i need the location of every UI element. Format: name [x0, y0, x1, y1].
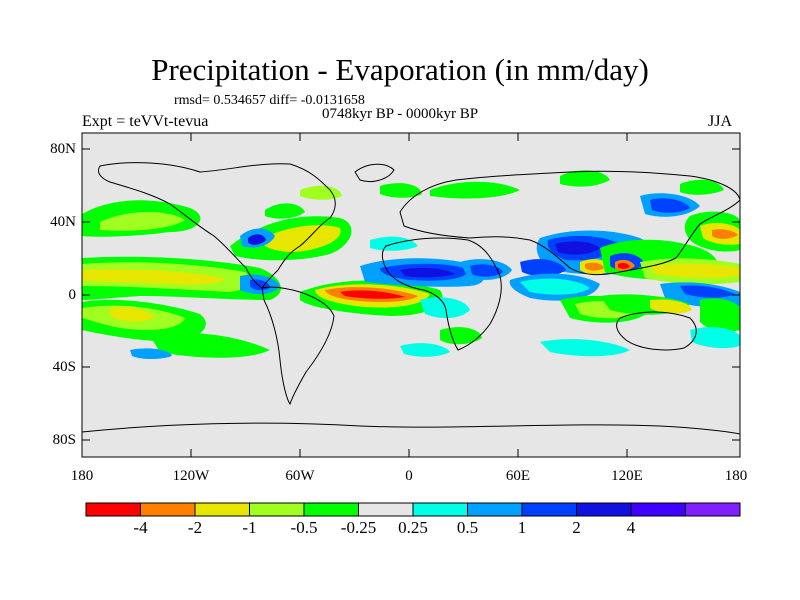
colorbar-swatch: [412, 502, 468, 517]
stats-text: rmsd= 0.534657 diff= -0.0131658: [174, 93, 365, 108]
colorbar-swatch: [249, 502, 305, 517]
field-region: [380, 183, 422, 198]
field-region: [110, 306, 155, 322]
colorbar-label: 2: [572, 518, 581, 537]
field-region: [618, 263, 630, 269]
field-region: [650, 299, 692, 314]
colorbar-label: -4: [133, 518, 148, 537]
chart-title: Precipitation - Evaporation (in mm/day): [151, 52, 649, 87]
eurasia-coast: [399, 170, 740, 276]
colorbar-swatch: [685, 502, 741, 517]
colorbar-swatch: [630, 502, 686, 517]
colorbar-swatch: [467, 502, 523, 517]
field-region: [650, 263, 740, 278]
field-region: [690, 327, 740, 349]
field-region: [555, 241, 600, 255]
field-region: [130, 348, 172, 359]
south-america-coast: [261, 286, 335, 406]
antarctica-coast: [82, 422, 740, 435]
lon-label-180w: 180: [70, 468, 94, 484]
colorbar-swatch: [85, 502, 141, 517]
field-region: [470, 264, 503, 277]
anomaly-field: [82, 170, 740, 359]
lon-label-120w: 120W: [172, 468, 210, 484]
colorbar-label: -2: [187, 518, 203, 537]
field-region: [248, 234, 266, 245]
lon-label-180e: 180: [724, 468, 748, 484]
field-region: [400, 343, 450, 357]
colorbar-swatch: [576, 502, 632, 517]
lat-label-40s: 40S: [52, 359, 76, 375]
colorbar-swatch: [358, 502, 414, 517]
africa-coast: [381, 237, 502, 351]
colorbar-swatch: [303, 502, 359, 517]
field-region: [100, 212, 185, 231]
field-region: [520, 278, 590, 295]
field-region: [712, 229, 738, 239]
field-region: [680, 285, 735, 298]
colorbar-label: -1: [242, 518, 257, 537]
axis-ticks: [82, 133, 740, 457]
colorbar-swatch: [521, 502, 577, 517]
lat-label-0: 0: [68, 287, 77, 303]
field-region: [520, 259, 566, 277]
greenland-coast: [354, 163, 395, 183]
field-region: [430, 181, 520, 199]
lon-label-60e: 60E: [505, 468, 531, 484]
field-region: [680, 179, 724, 195]
colorbar-label: -0.5: [290, 518, 318, 537]
colorbar-label: -0.25: [340, 518, 377, 537]
field-region: [340, 290, 405, 299]
field-region: [82, 269, 225, 285]
lat-label-80n: 80N: [50, 141, 76, 157]
field-region: [700, 298, 740, 332]
lat-label-40n: 40N: [50, 214, 76, 230]
colorbar-label: 1: [517, 518, 527, 537]
colorbar: [85, 502, 741, 517]
field-region: [650, 198, 690, 213]
lon-label-60w: 60W: [285, 468, 315, 484]
field-region: [540, 339, 630, 357]
period-text: 0748kyr BP - 0000kyr BP: [322, 106, 479, 122]
field-region: [585, 262, 604, 271]
field-region: [150, 332, 270, 358]
australia-coast: [616, 311, 697, 351]
season-text: JJA: [708, 113, 733, 130]
colorbar-label: 0.5: [456, 518, 479, 537]
colorbar-label: 0.25: [398, 518, 428, 537]
coastlines: [82, 162, 740, 435]
lon-label-0: 0: [405, 468, 413, 484]
lat-label-80s: 80S: [52, 432, 76, 448]
field-region: [265, 203, 305, 219]
experiment-text: Expt = teVVt-tevua: [82, 113, 209, 130]
north-america-coast: [97, 162, 336, 289]
lon-label-120e: 120E: [611, 468, 643, 484]
colorbar-swatch: [140, 502, 196, 517]
field-region: [400, 267, 455, 278]
colorbar-label: 4: [626, 518, 636, 537]
colorbar-swatch: [194, 502, 250, 517]
field-region: [260, 225, 341, 252]
field-region: [560, 170, 610, 187]
field-region: [300, 185, 342, 200]
